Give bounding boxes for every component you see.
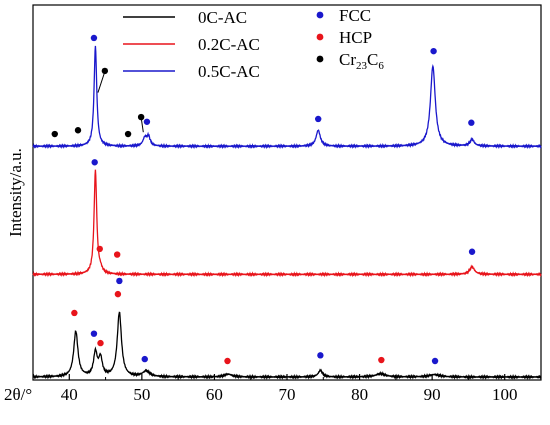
- legend: 0C-AC 0.2C-AC 0.5C-AC FCC HCP Cr23C6: [123, 6, 384, 81]
- x-tick-label: 40: [61, 385, 78, 404]
- x-tick-label: 90: [424, 385, 441, 404]
- peak-marker-cr23c6: [124, 130, 132, 138]
- peak-marker-fcc: [116, 277, 123, 285]
- peak-marker-fcc: [468, 248, 476, 255]
- marker-layer: [51, 34, 476, 365]
- x-tick-label: 70: [279, 385, 296, 404]
- legend-marker-hcp: [316, 33, 324, 41]
- x-tick-label: 80: [351, 385, 368, 404]
- peak-marker-fcc: [315, 115, 322, 123]
- legend-label-hcp: HCP: [339, 28, 372, 47]
- peak-marker-fcc: [317, 352, 324, 359]
- peak-marker-fcc: [91, 159, 98, 166]
- peak-marker-cr23c6: [51, 130, 58, 138]
- annotation-leader: [140, 119, 144, 133]
- peak-marker-hcp: [224, 357, 231, 365]
- peak-marker-hcp: [96, 245, 103, 253]
- legend-label-cr23c6: Cr23C6: [339, 50, 384, 72]
- peak-marker-hcp: [378, 356, 385, 364]
- legend-label-fcc: FCC: [339, 6, 371, 25]
- x-axis-label: 2θ/°: [4, 385, 32, 404]
- x-tick-label: 50: [133, 385, 150, 404]
- series-line-0-2c-ac: [32, 169, 542, 278]
- legend-label-0.5c-ac: 0.5C-AC: [198, 62, 260, 81]
- legend-label-cr23c6-sub1: 23: [356, 60, 368, 72]
- x-axis-ticks: 40 50 60 70 80 90 100: [61, 374, 542, 404]
- x-tick-label: 100: [492, 385, 518, 404]
- series-line-0c-ac: [32, 311, 542, 381]
- peak-marker-cr23c6: [101, 67, 109, 75]
- series-line-0-5c-ac: [32, 45, 542, 150]
- y-axis-label: Intensity/a.u.: [6, 148, 25, 237]
- peak-marker-fcc: [430, 47, 437, 55]
- plot-frame: [32, 4, 542, 381]
- peak-marker-hcp: [114, 290, 122, 298]
- peak-marker-cr23c6: [137, 113, 145, 121]
- peak-marker-fcc: [90, 330, 98, 337]
- x-tick-label: 60: [206, 385, 223, 404]
- legend-label-0.2c-ac: 0.2C-AC: [198, 35, 260, 54]
- peak-marker-hcp: [71, 309, 78, 317]
- peak-marker-hcp: [97, 339, 104, 347]
- legend-marker-fcc: [316, 11, 324, 19]
- legend-label-0c-ac: 0C-AC: [198, 8, 247, 27]
- series-layer: [32, 45, 542, 381]
- peak-marker-fcc: [431, 357, 439, 365]
- legend-label-cr23c6-cr: Cr: [339, 50, 356, 69]
- legend-marker-cr23c6: [316, 55, 324, 63]
- plot-area: 40 50 60 70 80 90 100: [32, 4, 542, 404]
- legend-label-cr23c6-sub2: 6: [378, 60, 384, 72]
- legend-label-cr23c6-c: C: [367, 50, 378, 69]
- peak-marker-fcc: [90, 34, 98, 42]
- peak-marker-fcc: [468, 119, 475, 126]
- peak-marker-hcp: [113, 251, 121, 258]
- annotation-leader: [97, 73, 105, 93]
- peak-marker-fcc: [141, 355, 148, 363]
- peak-marker-cr23c6: [74, 127, 82, 134]
- peak-marker-fcc: [143, 118, 151, 125]
